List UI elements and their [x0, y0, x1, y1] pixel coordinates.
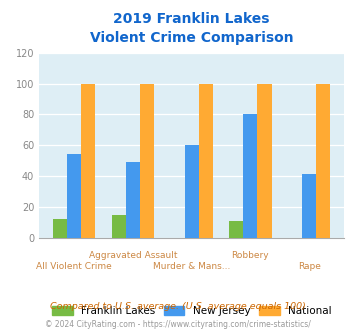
Bar [126, 162, 140, 238]
Text: Murder & Mans...: Murder & Mans... [153, 262, 230, 271]
Bar [140, 83, 154, 238]
Text: Compared to U.S. average. (U.S. average equals 100): Compared to U.S. average. (U.S. average … [50, 302, 305, 311]
Bar [229, 221, 244, 238]
Bar [53, 219, 67, 238]
Legend: Franklin Lakes, New Jersey, National: Franklin Lakes, New Jersey, National [48, 302, 336, 320]
Bar [112, 214, 126, 238]
Bar [67, 154, 81, 238]
Text: Rape: Rape [298, 262, 321, 271]
Bar [257, 83, 272, 238]
Bar [185, 145, 199, 238]
Bar [199, 83, 213, 238]
Title: 2019 Franklin Lakes
Violent Crime Comparison: 2019 Franklin Lakes Violent Crime Compar… [90, 12, 294, 45]
Bar [316, 83, 330, 238]
Text: © 2024 CityRating.com - https://www.cityrating.com/crime-statistics/: © 2024 CityRating.com - https://www.city… [45, 320, 310, 329]
Text: Aggravated Assault: Aggravated Assault [89, 250, 177, 259]
Bar [81, 83, 95, 238]
Bar [244, 115, 257, 238]
Text: Robbery: Robbery [231, 250, 269, 259]
Text: All Violent Crime: All Violent Crime [37, 262, 112, 271]
Bar [302, 175, 316, 238]
